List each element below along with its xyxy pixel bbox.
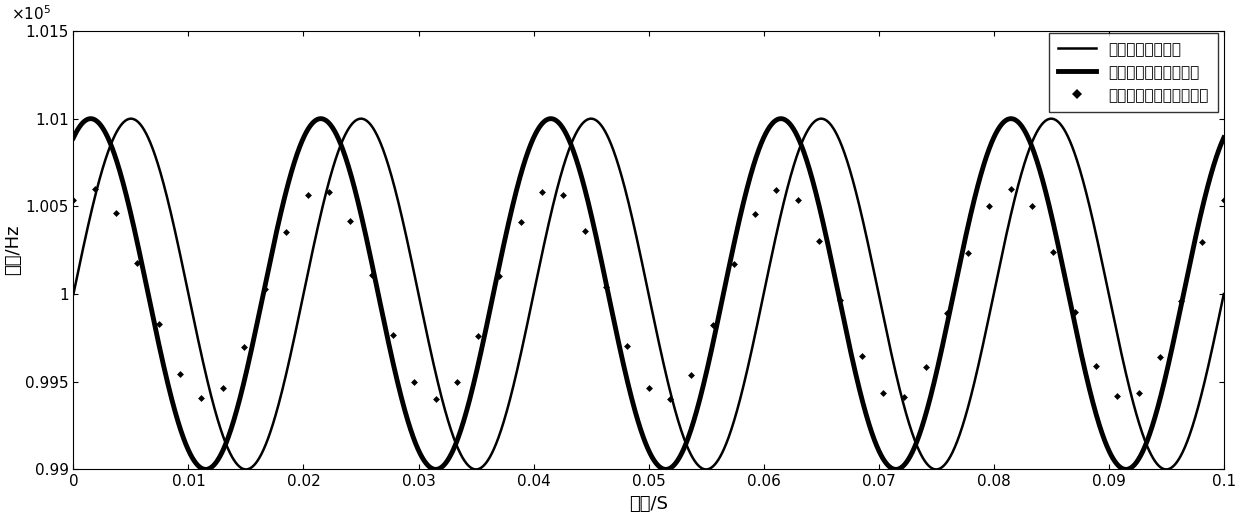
曲线二：本发明测量値 — [83, 116, 98, 122]
曲线三：常规方法测量値 — [193, 396, 208, 402]
曲线一：待测频率 — [265, 420, 280, 426]
曲线三：常规方法测量値 — [66, 197, 81, 203]
曲线一：待测频率 — [1194, 389, 1209, 396]
Line: 曲线一：待测频率: 曲线一：待测频率 — [73, 119, 1224, 469]
曲线一：待测频率 — [1216, 291, 1231, 297]
曲线三：常规方法测量値 — [279, 229, 294, 235]
Text: $\times 10^5$: $\times 10^5$ — [11, 4, 51, 23]
曲线三：常规方法测量値 — [513, 219, 528, 225]
曲线一：待测频率 — [507, 376, 522, 383]
曲线二：本发明测量値 — [1194, 206, 1209, 212]
Legend: 曲线一：待测频率, 曲线二：本发明测量値, 曲线三：常规方法测量値: 曲线一：待测频率, 曲线二：本发明测量値, 曲线三：常规方法测量値 — [1049, 33, 1218, 112]
曲线二：本发明测量値 — [197, 466, 212, 473]
曲线一：待测频率 — [557, 159, 572, 165]
曲线二：本发明测量値 — [557, 128, 572, 134]
曲线三：常规方法测量値 — [1216, 197, 1231, 203]
曲线三：常规方法测量値 — [1131, 390, 1146, 396]
Line: 曲线三：常规方法测量値: 曲线三：常规方法测量値 — [71, 187, 1226, 402]
曲线二：本发明测量値 — [265, 244, 280, 250]
X-axis label: 时间/S: 时间/S — [629, 495, 668, 513]
曲线一：待测频率 — [1070, 159, 1085, 165]
曲线三：常规方法测量値 — [343, 218, 358, 224]
曲线三：常规方法测量値 — [1003, 186, 1018, 192]
曲线一：待测频率 — [66, 291, 81, 297]
曲线二：本发明测量値 — [1118, 466, 1133, 473]
曲线三：常规方法测量値 — [428, 396, 443, 402]
曲线一：待测频率 — [1159, 466, 1174, 473]
Y-axis label: 频率/Hz: 频率/Hz — [4, 225, 22, 276]
Line: 曲线二：本发明测量値: 曲线二：本发明测量値 — [73, 119, 1224, 469]
曲线二：本发明测量値 — [1070, 334, 1085, 341]
曲线一：待测频率 — [197, 368, 212, 374]
曲线二：本发明测量値 — [507, 193, 522, 200]
曲线一：待测频率 — [124, 116, 139, 122]
曲线三：常规方法测量値 — [1195, 239, 1210, 245]
曲线二：本发明测量値 — [1216, 134, 1231, 141]
曲线二：本发明测量値 — [66, 134, 81, 141]
